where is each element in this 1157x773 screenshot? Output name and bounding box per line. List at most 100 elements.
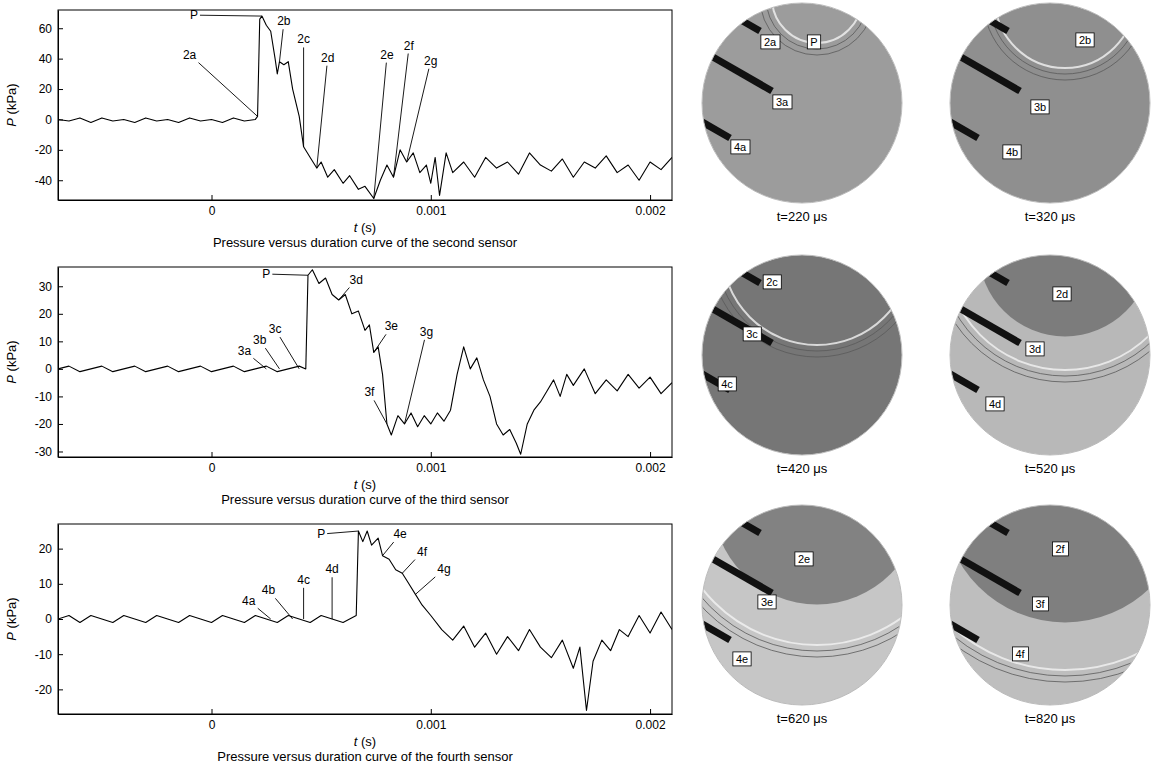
photo-label-box	[773, 95, 792, 109]
photo-label: 4d	[986, 397, 1004, 411]
photo-border	[950, 505, 1150, 705]
photo-label: 4c	[718, 377, 736, 391]
y-tick-mark	[58, 59, 63, 60]
photo-label: 3f	[1032, 597, 1048, 611]
y-tick: 60	[39, 22, 63, 36]
y-tick-mark	[58, 654, 63, 655]
annotation-leader	[404, 340, 424, 424]
plot-frame	[58, 10, 672, 200]
photo-label-text: 4a	[734, 141, 747, 153]
y-tick: 30	[39, 280, 63, 294]
photo-border	[702, 505, 902, 705]
annotation-label: 4e	[393, 527, 407, 541]
photo-label-text: 2e	[798, 553, 810, 565]
annotation-label: 3f	[364, 385, 375, 399]
annotation-leader	[272, 274, 308, 275]
y-tick: -10	[35, 390, 63, 404]
y-axis: -30-20-100102030	[35, 268, 63, 459]
photo-label-box	[718, 377, 736, 391]
y-tick-label: 60	[39, 22, 53, 36]
photo-border	[950, 255, 1150, 455]
photo-label: 4f	[1012, 647, 1028, 661]
photo	[591, 0, 902, 203]
y-tick: 10	[39, 577, 63, 591]
y-tick-mark	[58, 451, 63, 452]
photo-label: 2f	[1052, 542, 1068, 556]
x-axis: 0 0.001 0.002	[59, 195, 673, 218]
photo-label: 3b	[1031, 100, 1049, 114]
photo-label: 3e	[758, 595, 776, 609]
chart-panel: 00.0010.002-40-200204060P2a2b2c2d2e2f2gP…	[4, 8, 673, 250]
photo-label-text: 4d	[989, 398, 1001, 410]
annotation-leader	[383, 542, 394, 556]
annotation-leader	[402, 560, 415, 574]
annotation-label: 3e	[385, 319, 399, 333]
annotation-leader	[280, 337, 299, 369]
annotation-leader	[303, 588, 304, 619]
sensor-rod	[621, 453, 760, 533]
annotation-leader	[332, 577, 333, 619]
x-tick: 0	[209, 709, 216, 732]
sensor-rod	[633, 513, 772, 593]
photo-label-text: 4b	[1006, 146, 1018, 158]
plot-frame	[58, 524, 672, 714]
y-tick-mark	[58, 28, 63, 29]
y-tick: 0	[45, 612, 63, 626]
x-axis-title: t (s)	[354, 477, 376, 492]
x-tick-label: 0.001	[416, 461, 446, 475]
x-tick-label: 0	[209, 204, 216, 218]
sensor-rod	[839, 58, 978, 138]
y-tick-mark	[58, 584, 63, 585]
x-tick: 0.001	[416, 195, 446, 218]
photo-caption: t=420 μs	[777, 461, 828, 476]
y-tick: -20	[35, 417, 63, 431]
y-tick-mark	[58, 314, 63, 315]
annotation-label: P	[190, 8, 198, 22]
photo-caption: t=620 μs	[777, 711, 828, 726]
x-axis-title: t (s)	[354, 734, 376, 749]
annotation-leader	[303, 47, 304, 146]
shock-front	[722, 155, 912, 345]
shock-front	[660, 343, 974, 657]
annotation-leader	[374, 334, 386, 352]
y-axis-title: P (kPa)	[4, 597, 19, 640]
photo-label-text: 4e	[736, 653, 748, 665]
x-tick: 0	[209, 195, 216, 218]
annotation-leader	[327, 531, 358, 534]
y-tick-mark	[58, 180, 63, 181]
photo-label-text: 4c	[721, 378, 733, 390]
annotation-label: 4g	[437, 562, 450, 576]
annotation-leader	[339, 288, 350, 301]
x-tick-mark	[650, 195, 651, 200]
annotation-leader	[200, 15, 262, 17]
annotation-leader	[317, 66, 327, 168]
y-tick-mark	[58, 286, 63, 287]
x-tick-label: 0.002	[636, 718, 666, 732]
y-tick: -10	[35, 648, 63, 662]
photo-label-box	[1053, 287, 1071, 301]
annotation-label: 4b	[262, 583, 276, 597]
sensor-rod	[881, 513, 1020, 593]
y-axis: -20-1001020	[35, 525, 63, 715]
annotation-label: 4a	[242, 594, 256, 608]
x-tick-label: 0.002	[636, 204, 666, 218]
x-tick-mark	[650, 452, 651, 457]
annotation-label: 2b	[277, 14, 291, 28]
y-tick-label: 20	[39, 307, 53, 321]
y-tick-label: -10	[35, 390, 53, 404]
annotation-label: 3g	[420, 325, 433, 339]
y-tick: 0	[45, 362, 63, 376]
photo-label: 3d	[1026, 342, 1044, 356]
photo-label-box	[1012, 647, 1028, 661]
photo-caption: t=220 μs	[777, 209, 828, 224]
x-tick-label: 0.001	[416, 718, 446, 732]
photo-label: 4a	[731, 140, 750, 154]
photo-label-text: 2a	[764, 36, 777, 48]
annotation-label: 4f	[417, 545, 428, 559]
photo-panel: 2c3c4ct=420 μs	[591, 143, 924, 476]
y-tick-label: 20	[39, 542, 53, 556]
photo-label-box	[758, 595, 776, 609]
photo-label: 4b	[1003, 145, 1021, 159]
x-axis-line	[59, 714, 673, 715]
y-tick-label: 10	[39, 577, 53, 591]
